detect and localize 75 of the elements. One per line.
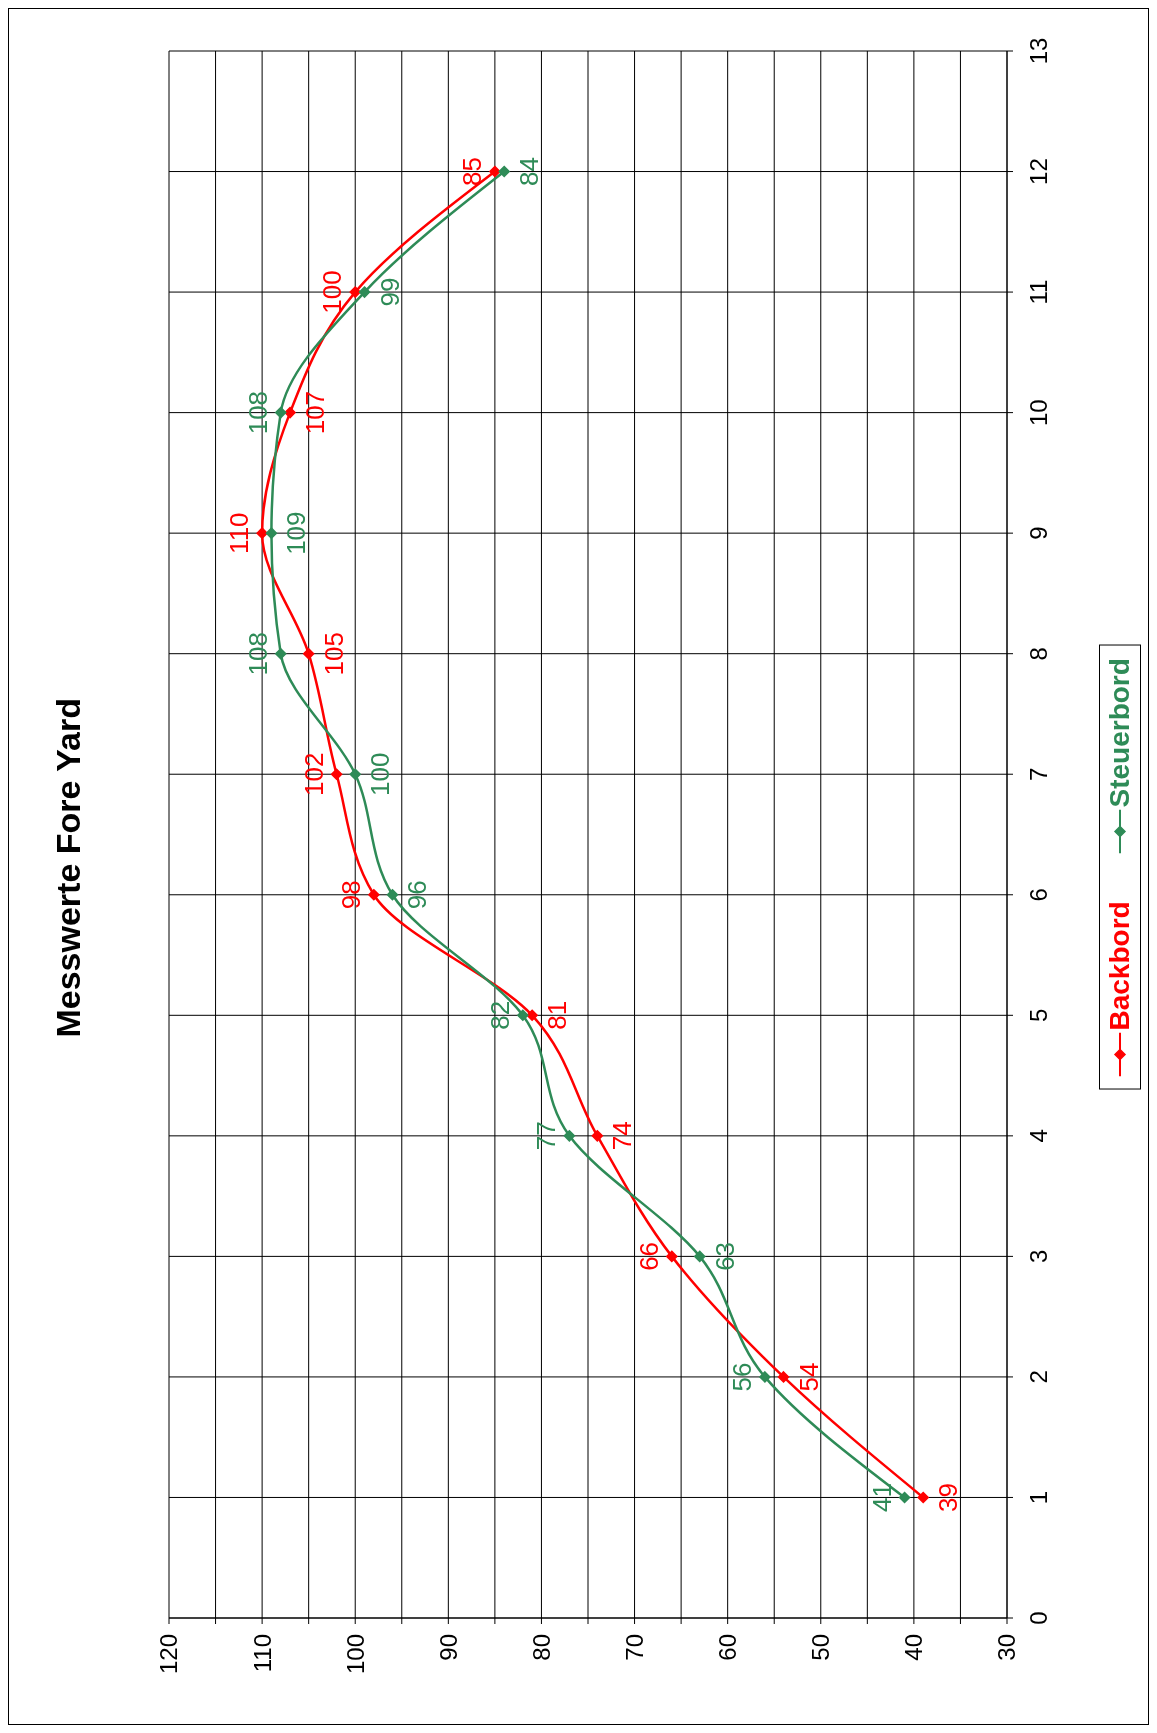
x-tick-label: 50 (807, 1634, 835, 1661)
x-tick-label: 90 (434, 1634, 462, 1661)
point (330, 768, 343, 780)
y-tick-label: 7 (1025, 767, 1052, 781)
text: Backbord (1104, 901, 1136, 1031)
x-tick-label: 110 (248, 1634, 276, 1673)
point (489, 165, 501, 178)
text: Steuerbord (1104, 658, 1136, 808)
point (284, 406, 296, 419)
point (358, 286, 371, 298)
x-tick-label: 30 (993, 1634, 1021, 1661)
x-tick-label: 100 (341, 1634, 369, 1675)
x-tick-label: 70 (620, 1634, 648, 1661)
point (693, 1250, 706, 1263)
y-tick-label: 8 (1025, 647, 1052, 661)
annotation: 99 (374, 277, 405, 307)
annotation: 66 (633, 1241, 664, 1271)
point (274, 647, 287, 660)
annotation: 54 (793, 1362, 824, 1392)
point (666, 1250, 678, 1263)
point (265, 527, 278, 539)
annotation: 100 (317, 270, 348, 314)
annotation: 108 (242, 390, 273, 435)
annotation: 82 (484, 1000, 515, 1030)
annotation: 81 (542, 1000, 573, 1030)
annotation: 108 (242, 632, 273, 676)
point (563, 1130, 576, 1142)
annotation: 110 (224, 512, 255, 554)
point (517, 1009, 529, 1022)
y-tick-label: 2 (1025, 1370, 1052, 1384)
annotation: 109 (281, 511, 312, 555)
point (349, 768, 361, 780)
annotation: 107 (300, 390, 331, 435)
annotation: 74 (607, 1121, 638, 1151)
annotation: 98 (335, 880, 366, 910)
annotation: 77 (531, 1121, 562, 1151)
y-tick-label: 3 (1025, 1249, 1052, 1264)
point (274, 406, 287, 419)
y-tick-label: 5 (1025, 1008, 1052, 1022)
y-tick-label: 0 (1025, 1611, 1052, 1625)
annotation: 39 (933, 1483, 964, 1512)
x-tick-label: 80 (527, 1634, 555, 1661)
annotation: 102 (298, 752, 329, 796)
point (498, 165, 510, 178)
y-tick-label: 9 (1025, 526, 1052, 540)
point (759, 1371, 771, 1383)
point (302, 647, 315, 660)
point (591, 1130, 604, 1142)
annotation: 96 (402, 880, 433, 910)
y-tick-label: 10 (1025, 399, 1052, 426)
point (777, 1371, 790, 1383)
point (526, 1009, 538, 1022)
y-tick-label: 11 (1025, 279, 1052, 305)
y-tick-label: 12 (1025, 158, 1052, 185)
annotation: 56 (726, 1362, 757, 1392)
y-tick-label: 6 (1025, 888, 1052, 902)
annotation: 84 (514, 157, 545, 186)
x-tick-label: 40 (900, 1634, 928, 1661)
point (256, 527, 268, 539)
y-tick-label: 13 (1025, 37, 1052, 65)
annotation: 63 (709, 1241, 740, 1271)
x-tick-label: 120 (155, 1634, 183, 1675)
point (368, 889, 380, 901)
x-tick-label: 60 (714, 1634, 742, 1661)
annotation: 41 (866, 1483, 897, 1512)
text: Messwerte Fore Yard (49, 697, 88, 1038)
point (917, 1491, 929, 1504)
point (349, 286, 361, 298)
point (386, 889, 399, 901)
annotation: 105 (318, 632, 349, 676)
point (898, 1491, 911, 1504)
annotation: 85 (456, 157, 487, 186)
annotation: 100 (365, 752, 396, 796)
y-tick-label: 4 (1025, 1129, 1052, 1143)
y-tick-label: 1 (1025, 1490, 1052, 1505)
